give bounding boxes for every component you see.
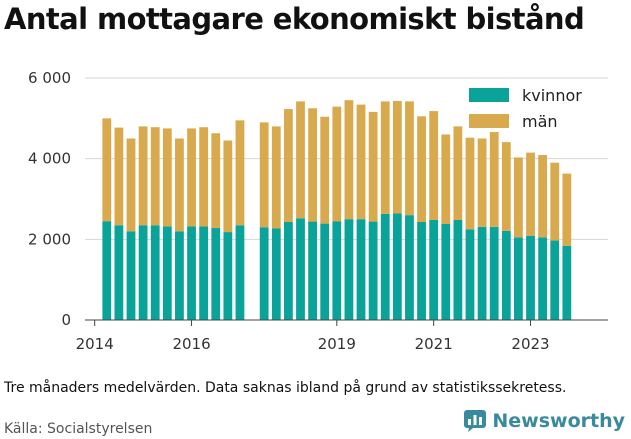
bar-kvinnor (550, 240, 560, 320)
bar-kvinnor (562, 245, 572, 320)
bar-kvinnor (538, 237, 548, 320)
legend-swatch-kvinnor (469, 88, 509, 102)
bar-kvinnor (211, 228, 221, 320)
y-tick-label: 0 (61, 311, 71, 329)
x-tick-label: 2014 (76, 335, 114, 353)
y-tick-label: 4 000 (28, 150, 71, 168)
bar-man (368, 111, 378, 222)
bar-kvinnor (465, 229, 475, 320)
bar-kvinnor (114, 225, 124, 320)
bar-kvinnor (223, 232, 233, 320)
bar-man (477, 138, 487, 227)
bar-man (259, 122, 269, 228)
bar-man (429, 111, 439, 220)
bar-kvinnor (429, 219, 439, 320)
bar-kvinnor (441, 224, 451, 320)
bar-kvinnor (283, 221, 293, 320)
bar-man (162, 128, 172, 227)
bar-kvinnor (102, 221, 112, 320)
bar-man (114, 127, 124, 226)
bar-man (562, 173, 572, 246)
bar-kvinnor (477, 226, 487, 320)
stacked-bar-chart: 0 2 000 4 000 6 000 2014 2016 2019 2021 2023 kvi… (28, 69, 608, 353)
bar-kvinnor (259, 227, 269, 320)
bar-man (296, 101, 305, 219)
y-tick-label: 2 000 (28, 230, 71, 248)
x-tick-label: 2016 (172, 335, 210, 353)
bar-man (405, 101, 414, 216)
bar-man (187, 128, 196, 227)
bar-kvinnor (368, 221, 378, 320)
source-credit: Källa: Socialstyrelsen (4, 421, 153, 437)
newsworthy-logo-icon (464, 410, 487, 432)
bar-man (150, 127, 160, 226)
bar-kvinnor (271, 228, 281, 320)
bar-kvinnor (296, 218, 305, 320)
bars (102, 100, 572, 320)
bar-man (126, 138, 136, 232)
bar-man (453, 126, 463, 220)
bar-kvinnor (417, 221, 426, 320)
bar-man (441, 134, 451, 225)
bar-kvinnor (187, 226, 196, 320)
bar-kvinnor (489, 226, 499, 320)
bar-man (332, 106, 342, 222)
bar-man (538, 155, 548, 238)
legend: kvinnor män (469, 86, 582, 131)
bar-man (283, 109, 293, 222)
legend-label-man: män (522, 112, 558, 131)
bar-kvinnor (356, 219, 366, 320)
bar-man (465, 137, 475, 230)
bar-man (308, 108, 318, 222)
bar-man (392, 100, 402, 214)
bar-kvinnor (344, 219, 354, 320)
bar-man (271, 126, 281, 229)
bar-man (320, 116, 330, 224)
bar-man (380, 101, 390, 214)
bar-man (417, 116, 426, 222)
bar-man (138, 126, 148, 226)
bar-man (501, 142, 511, 231)
bar-man (199, 127, 209, 227)
bar-man (235, 120, 245, 226)
bar-man (356, 104, 366, 220)
chart-note: Tre månaders medelvärden. Data saknas ib… (4, 380, 567, 396)
bar-kvinnor (332, 221, 342, 320)
bar-kvinnor (320, 223, 330, 320)
chart-title: Antal mottagare ekonomiskt bistånd (4, 2, 585, 36)
bar-man (223, 140, 233, 233)
bar-kvinnor (308, 221, 318, 320)
legend-swatch-man (469, 114, 509, 128)
bar-kvinnor (501, 230, 511, 320)
bar-man (489, 132, 499, 227)
bar-man (175, 138, 184, 232)
x-tick-label: 2019 (318, 335, 356, 353)
bar-kvinnor (235, 225, 245, 320)
bar-kvinnor (126, 231, 136, 320)
bar-kvinnor (150, 225, 160, 320)
brand-name: Newsworthy (492, 410, 625, 432)
bar-kvinnor (162, 226, 172, 320)
y-tick-label: 6 000 (28, 69, 71, 87)
bar-kvinnor (453, 219, 463, 320)
bar-kvinnor (138, 225, 148, 320)
bar-kvinnor (405, 215, 414, 320)
bar-kvinnor (526, 235, 535, 320)
brand-logo: Newsworthy (463, 409, 625, 433)
bar-man (514, 157, 523, 238)
bar-man (211, 133, 221, 229)
x-tick-label: 2023 (511, 335, 549, 353)
bar-kvinnor (199, 226, 209, 320)
bar-man (344, 100, 354, 220)
bar-man (526, 152, 535, 236)
bar-kvinnor (175, 231, 184, 320)
bar-kvinnor (392, 213, 402, 320)
x-tick-label: 2021 (415, 335, 453, 353)
bar-kvinnor (514, 237, 523, 320)
bar-man (550, 162, 560, 241)
bar-kvinnor (380, 213, 390, 320)
bar-man (102, 118, 112, 222)
axes: 0 2 000 4 000 6 000 2014 2016 2019 2021 2023 (28, 69, 608, 353)
legend-label-kvinnor: kvinnor (522, 86, 582, 105)
